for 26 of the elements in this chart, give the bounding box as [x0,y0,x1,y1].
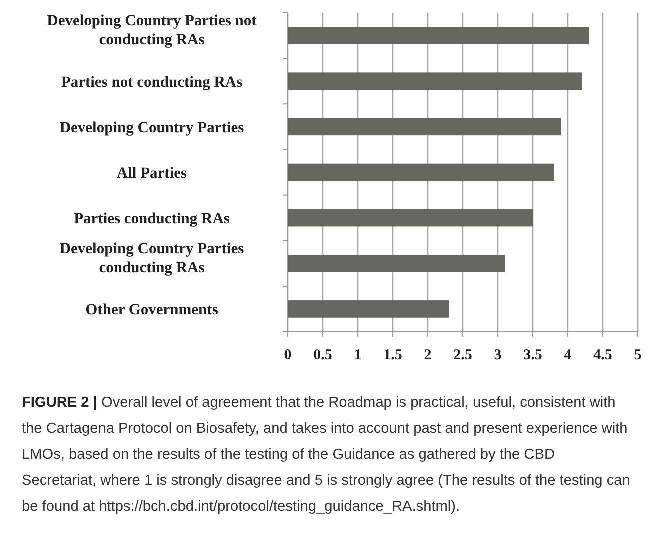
bar [288,209,533,227]
x-tick-label: 4 [564,348,572,364]
x-tick-label: 0 [284,348,292,364]
caption: FIGURE 2 | Overall level of agreement that the Roadmap is practical, useful, consistent with the Cartagena Protocol on Biosafety, and takes into account past and present experience with LMOs, based on the results of the testing of the Guidance as gathered by the CBD Secretariat, where 1 is strongly disagree and 5 is strongly agree (The results of the testing can be found at https://bch.cbd.int/protocol/testing_guidance_RA.shtml). [22,394,632,517]
x-tick-label: 1.5 [384,348,402,364]
x-tick-label: 0.5 [314,348,332,364]
bar [288,118,561,136]
y-tick-label: Developing Country Parties [60,119,244,136]
x-tick-label: 5 [634,348,642,364]
bar [288,300,449,318]
x-tick-label: 3 [494,348,502,364]
x-tick-label: 1 [354,348,362,364]
y-tick-label: Parties conducting RAs [74,210,230,228]
bar [288,254,505,272]
bar [288,72,582,90]
y-tick-label: Developing Country Parties not conducting RAs [47,12,258,49]
y-tick-label: Other Governments [86,302,218,319]
x-tick-label: 3.5 [524,348,542,364]
x-tick-label: 4.5 [594,348,612,364]
y-tick-label: Developing Country Parties conducting RAs [60,240,244,277]
x-tick-label: 2.5 [454,348,472,364]
x-tick-label: 2 [424,348,432,364]
bar [288,164,554,182]
bar [288,27,589,44]
y-tick-label: Parties not conducting RAs [61,74,243,91]
y-tick-label: All Parties [116,164,188,182]
